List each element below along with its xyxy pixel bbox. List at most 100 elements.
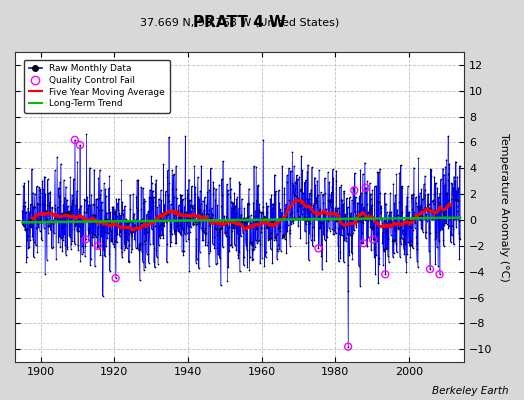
Point bbox=[22, 258, 30, 265]
Point bbox=[106, 209, 115, 216]
Point bbox=[404, 238, 412, 245]
Point bbox=[204, 239, 212, 245]
Point bbox=[79, 248, 88, 255]
Point bbox=[140, 198, 149, 204]
Point bbox=[121, 203, 129, 209]
Point bbox=[249, 246, 258, 252]
Point bbox=[44, 230, 52, 236]
Point bbox=[367, 202, 376, 209]
Point bbox=[133, 177, 141, 184]
Point bbox=[60, 177, 68, 183]
Point bbox=[264, 236, 272, 243]
Point bbox=[48, 205, 56, 211]
Point bbox=[326, 228, 334, 234]
Point bbox=[28, 166, 36, 172]
Point bbox=[313, 178, 321, 184]
Point bbox=[225, 234, 234, 240]
Point bbox=[198, 212, 206, 218]
Point bbox=[391, 215, 400, 221]
Point bbox=[316, 206, 324, 212]
Point bbox=[27, 216, 36, 222]
Point bbox=[268, 220, 276, 227]
Point bbox=[178, 192, 186, 198]
Point bbox=[69, 210, 77, 216]
Point bbox=[352, 212, 360, 218]
Point bbox=[139, 200, 147, 206]
Point bbox=[454, 218, 463, 225]
Point bbox=[95, 195, 104, 201]
Point bbox=[363, 178, 372, 184]
Point bbox=[389, 254, 397, 260]
Point bbox=[376, 166, 384, 172]
Point bbox=[304, 239, 312, 246]
Point bbox=[242, 219, 250, 225]
Point bbox=[92, 196, 100, 202]
Point bbox=[166, 243, 174, 249]
Point bbox=[324, 169, 332, 176]
Point bbox=[406, 243, 414, 249]
Y-axis label: Temperature Anomaly (°C): Temperature Anomaly (°C) bbox=[499, 133, 509, 282]
Point bbox=[155, 202, 163, 209]
Point bbox=[153, 204, 161, 210]
Point bbox=[257, 209, 266, 215]
Point bbox=[299, 190, 308, 196]
Point bbox=[320, 210, 329, 216]
Point bbox=[221, 230, 229, 237]
Point bbox=[83, 204, 92, 211]
Point bbox=[190, 163, 199, 169]
Point bbox=[224, 187, 232, 193]
Point bbox=[286, 210, 294, 217]
Point bbox=[94, 243, 102, 249]
Point bbox=[391, 237, 400, 243]
Point bbox=[322, 216, 331, 222]
Point bbox=[189, 221, 198, 227]
Point bbox=[168, 167, 176, 173]
Point bbox=[181, 195, 189, 201]
Point bbox=[158, 226, 166, 233]
Point bbox=[345, 230, 353, 236]
Point bbox=[119, 211, 127, 218]
Point bbox=[206, 248, 215, 254]
Point bbox=[437, 205, 445, 212]
Point bbox=[56, 232, 64, 239]
Point bbox=[28, 233, 37, 240]
Point bbox=[289, 218, 297, 225]
Point bbox=[19, 182, 27, 189]
Point bbox=[207, 220, 215, 226]
Point bbox=[433, 216, 442, 222]
Point bbox=[270, 172, 279, 178]
Point bbox=[392, 249, 401, 255]
Point bbox=[249, 247, 257, 253]
Point bbox=[386, 190, 395, 196]
Point bbox=[223, 278, 232, 284]
Point bbox=[259, 210, 267, 217]
Point bbox=[358, 220, 367, 226]
Point bbox=[296, 235, 304, 241]
Point bbox=[261, 254, 270, 260]
Point bbox=[419, 206, 427, 213]
Point bbox=[263, 225, 271, 232]
Point bbox=[439, 165, 447, 172]
Point bbox=[334, 258, 343, 265]
Point bbox=[405, 223, 413, 230]
Point bbox=[336, 184, 344, 190]
Point bbox=[214, 228, 223, 235]
Point bbox=[70, 241, 79, 248]
Point bbox=[191, 184, 200, 190]
Point bbox=[220, 213, 228, 219]
Point bbox=[363, 242, 371, 249]
Point bbox=[22, 209, 30, 215]
Point bbox=[200, 210, 209, 217]
Point bbox=[314, 245, 323, 252]
Point bbox=[247, 220, 255, 226]
Point bbox=[279, 232, 287, 238]
Point bbox=[174, 207, 182, 214]
Point bbox=[119, 226, 128, 232]
Point bbox=[352, 224, 361, 230]
Point bbox=[379, 262, 387, 268]
Point bbox=[432, 207, 440, 214]
Point bbox=[382, 245, 390, 252]
Point bbox=[224, 264, 232, 270]
Point bbox=[107, 228, 115, 235]
Point bbox=[212, 186, 220, 193]
